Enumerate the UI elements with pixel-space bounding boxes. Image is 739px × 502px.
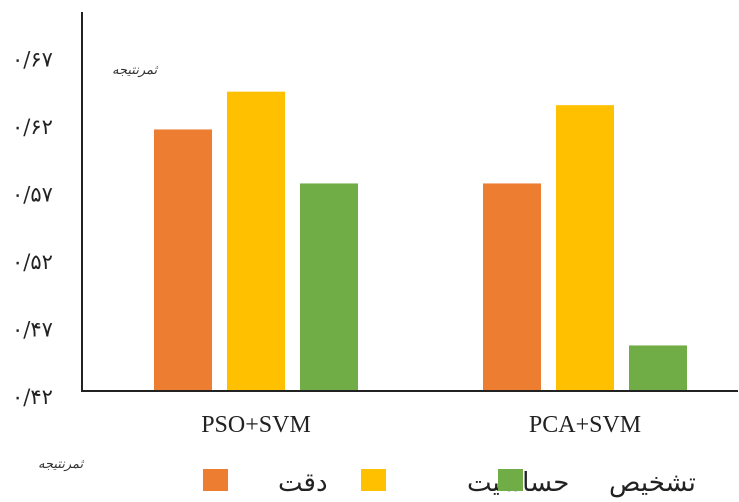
legend-swatch-2: [498, 469, 523, 491]
y-tick-labels: ۰/۴۲ ۰/۴۷ ۰/۵۲ ۰/۵۷ ۰/۶۲ ۰/۶۷: [12, 47, 53, 409]
legend-swatch-0: [203, 469, 228, 491]
legend-label-0: دقت: [278, 468, 328, 498]
bars-group: [154, 91, 687, 391]
y-tick-label-2: ۰/۵۲: [12, 250, 53, 274]
bar-1-0: [483, 183, 541, 390]
y-tick-label-1: ۰/۴۷: [12, 317, 53, 341]
bar-1-2: [629, 345, 687, 390]
y-tick-label-4: ۰/۶۲: [12, 115, 53, 139]
y-tick-label-0: ۰/۴۲: [12, 385, 53, 409]
x-category-labels: PSO+SVM PCA+SVM: [201, 412, 641, 438]
bar-0-0: [154, 129, 212, 390]
bar-0-1: [227, 91, 285, 391]
bar-1-1: [556, 105, 614, 391]
y-tick-label-3: ۰/۵۷: [12, 182, 53, 206]
legend-label-2: تشخیص: [609, 468, 696, 498]
watermark-top: ثمرنتیجه: [112, 63, 159, 78]
legend-swatch-1: [361, 469, 386, 491]
bar-0-2: [300, 183, 358, 390]
watermark-bottom: ثمرنتیجه: [38, 457, 85, 472]
y-tick-label-5: ۰/۶۷: [12, 47, 53, 71]
x-category-label-1: PCA+SVM: [529, 412, 641, 438]
legend: دقتحساسیتتشخیص: [203, 468, 696, 498]
x-category-label-0: PSO+SVM: [201, 412, 311, 438]
